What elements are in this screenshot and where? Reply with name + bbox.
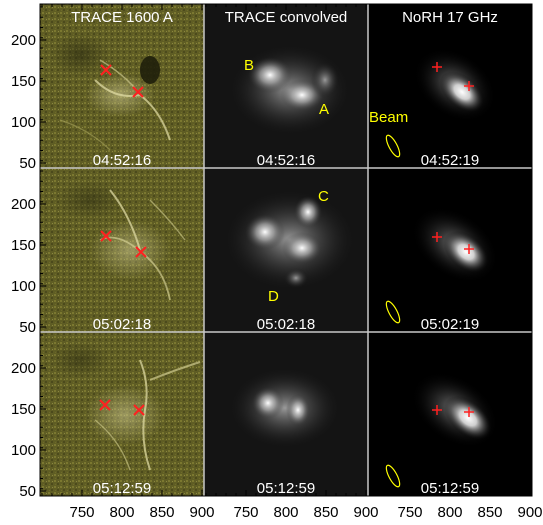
x-tick-label: 850 — [149, 504, 174, 521]
row-2 — [40, 168, 532, 332]
timestamp: 04:52:19 — [421, 152, 479, 169]
title-trace-1600: TRACE 1600 A — [71, 9, 173, 26]
x-tick-label: 900 — [353, 504, 378, 521]
x-tick-label: 900 — [517, 504, 542, 521]
plus-marker — [432, 62, 442, 72]
x-tick-label: 750 — [69, 504, 94, 521]
timestamp: 04:52:16 — [93, 152, 151, 169]
plus-marker — [464, 407, 474, 417]
y-tick-label: 50 — [19, 155, 36, 172]
timestamp: 05:02:18 — [93, 316, 151, 333]
panel-dividers — [40, 4, 532, 496]
timestamp: 04:52:16 — [257, 152, 315, 169]
y-tick-label: 100 — [11, 442, 36, 459]
x-marker — [99, 399, 111, 411]
y-tick-label: 150 — [11, 73, 36, 90]
row-3 — [40, 332, 532, 496]
beam-ellipse — [385, 300, 401, 324]
title-norh: NoRH 17 GHz — [402, 9, 498, 26]
y-tick-label: 100 — [11, 114, 36, 131]
x-tick-label: 750 — [397, 504, 422, 521]
label-a: A — [319, 101, 329, 118]
norh-plus-markers — [432, 62, 474, 417]
plus-marker — [432, 405, 442, 415]
trace-convolved-panel-row1 — [204, 4, 368, 168]
timestamp: 05:02:19 — [421, 316, 479, 333]
timestamp: 05:12:59 — [93, 480, 151, 497]
row-1 — [40, 4, 532, 168]
trace-1600-panel-row3 — [40, 332, 204, 496]
norh-panel-row2 — [368, 168, 532, 332]
trace-x-markers — [99, 64, 147, 416]
y-tick-label: 150 — [11, 401, 36, 418]
x-axis-labels: 750 800 850 900 750 800 850 900 750 800 … — [69, 504, 542, 521]
x-tick-label: 800 — [273, 504, 298, 521]
region-labels: B A C D Beam — [244, 57, 408, 305]
timestamp: 05:12:59 — [257, 480, 315, 497]
label-beam: Beam — [369, 109, 408, 126]
label-b: B — [244, 57, 254, 74]
y-tick-label: 50 — [19, 483, 36, 500]
trace-1600-panel-row2 — [40, 168, 204, 332]
trace-1600-panel-row1 — [40, 4, 204, 168]
y-tick-label: 150 — [11, 237, 36, 254]
y-tick-label: 100 — [11, 278, 36, 295]
beam-ellipses — [385, 134, 401, 488]
y-tick-label: 200 — [11, 32, 36, 49]
x-tick-label: 800 — [437, 504, 462, 521]
trace-convolved-panel-row3 — [204, 332, 368, 496]
beam-ellipse — [385, 134, 401, 158]
axis-ticks — [40, 4, 532, 496]
label-d: D — [268, 288, 279, 305]
x-marker — [135, 246, 147, 258]
timestamp: 05:12:59 — [421, 480, 479, 497]
trace-convolved-panel-row2 — [204, 168, 368, 332]
timestamps: 04:52:16 04:52:16 04:52:19 05:02:18 05:0… — [93, 152, 479, 497]
x-marker — [132, 86, 144, 98]
label-c: C — [318, 188, 329, 205]
x-tick-label: 900 — [189, 504, 214, 521]
plus-marker — [464, 244, 474, 254]
title-trace-convolved: TRACE convolved — [225, 9, 348, 26]
plus-marker — [464, 81, 474, 91]
y-tick-label: 50 — [19, 319, 36, 336]
plus-marker — [432, 232, 442, 242]
x-tick-label: 850 — [477, 504, 502, 521]
x-tick-label: 800 — [109, 504, 134, 521]
y-tick-label: 200 — [11, 360, 36, 377]
x-marker — [133, 404, 145, 416]
column-titles: TRACE 1600 A TRACE convolved NoRH 17 GHz — [71, 9, 498, 26]
y-axis-labels: 200 150 100 50 200 150 100 50 200 150 10… — [11, 32, 36, 500]
timestamp: 05:02:18 — [257, 316, 315, 333]
norh-panel-row3 — [368, 332, 532, 496]
x-marker — [100, 64, 112, 76]
x-tick-label: 750 — [233, 504, 258, 521]
x-marker — [100, 230, 112, 242]
beam-ellipse — [385, 464, 401, 488]
norh-panel-row1 — [368, 4, 532, 168]
x-tick-label: 850 — [313, 504, 338, 521]
y-tick-label: 200 — [11, 196, 36, 213]
